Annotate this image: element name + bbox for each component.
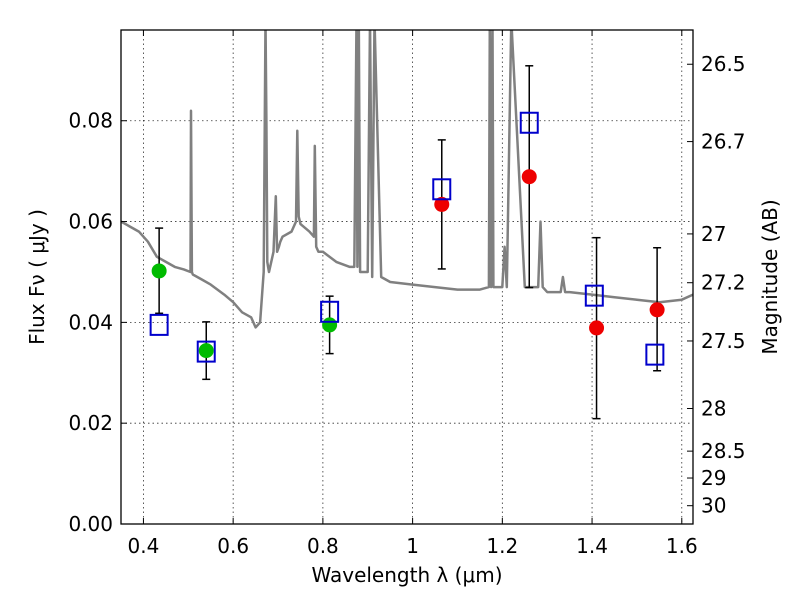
sed-layer <box>121 30 693 329</box>
x-tick-label: 1.2 <box>486 534 518 558</box>
x-tick-label: 0.8 <box>307 534 339 558</box>
model-point <box>519 111 539 134</box>
x-tick-label: 0.6 <box>217 534 249 558</box>
mag-tick-label: 28 <box>701 397 726 421</box>
y-tick-label: 0.04 <box>68 310 113 334</box>
model-point <box>584 284 604 307</box>
y-axis-title: Flux Fν ( μJy ) <box>25 209 49 345</box>
mag-tick-label: 26.5 <box>701 52 746 76</box>
y2-axis-title: Magnitude (AB) <box>758 199 782 354</box>
x-tick-label: 0.4 <box>128 534 160 558</box>
x-tick-label: 1.6 <box>666 534 698 558</box>
mag-tick-label: 26.7 <box>701 130 746 154</box>
mag-tick-label: 27 <box>701 222 726 246</box>
model-point <box>645 343 665 366</box>
data-point <box>649 302 665 318</box>
model-point <box>196 340 216 363</box>
mag-tick-label: 30 <box>701 494 726 518</box>
model-point <box>149 313 169 336</box>
sed-line <box>121 30 693 329</box>
mag-tick-label: 29 <box>701 466 726 490</box>
y-tick-label: 0.00 <box>68 512 113 536</box>
data-point <box>322 317 338 333</box>
data-point <box>589 320 605 336</box>
y-tick-label: 0.06 <box>68 210 113 234</box>
x-tick-label: 1.4 <box>576 534 608 558</box>
model-point <box>432 178 452 201</box>
plot-frame <box>120 29 694 525</box>
data-point <box>434 196 450 212</box>
y-tick-label: 0.02 <box>68 411 113 435</box>
marker-layer <box>149 111 665 366</box>
x-tick-label: 1 <box>406 534 419 558</box>
mag-tick-label: 27.2 <box>701 271 746 295</box>
y-tick-label: 0.08 <box>68 109 113 133</box>
data-point <box>151 263 167 279</box>
grid <box>121 30 693 525</box>
data-point <box>198 343 214 359</box>
mag-tick-label: 28.5 <box>701 439 746 463</box>
mag-tick-label: 27.5 <box>701 329 746 353</box>
x-axis-title: Wavelength λ (μm) <box>311 563 502 587</box>
data-point <box>521 169 537 185</box>
model-point <box>320 300 340 323</box>
errorbar-layer <box>155 65 662 420</box>
tick-layer: 0.4 0.6 0.8 1 1.2 1.4 1.6 0.00 0.02 0.04 0.06 0.08 2… <box>68 30 746 558</box>
